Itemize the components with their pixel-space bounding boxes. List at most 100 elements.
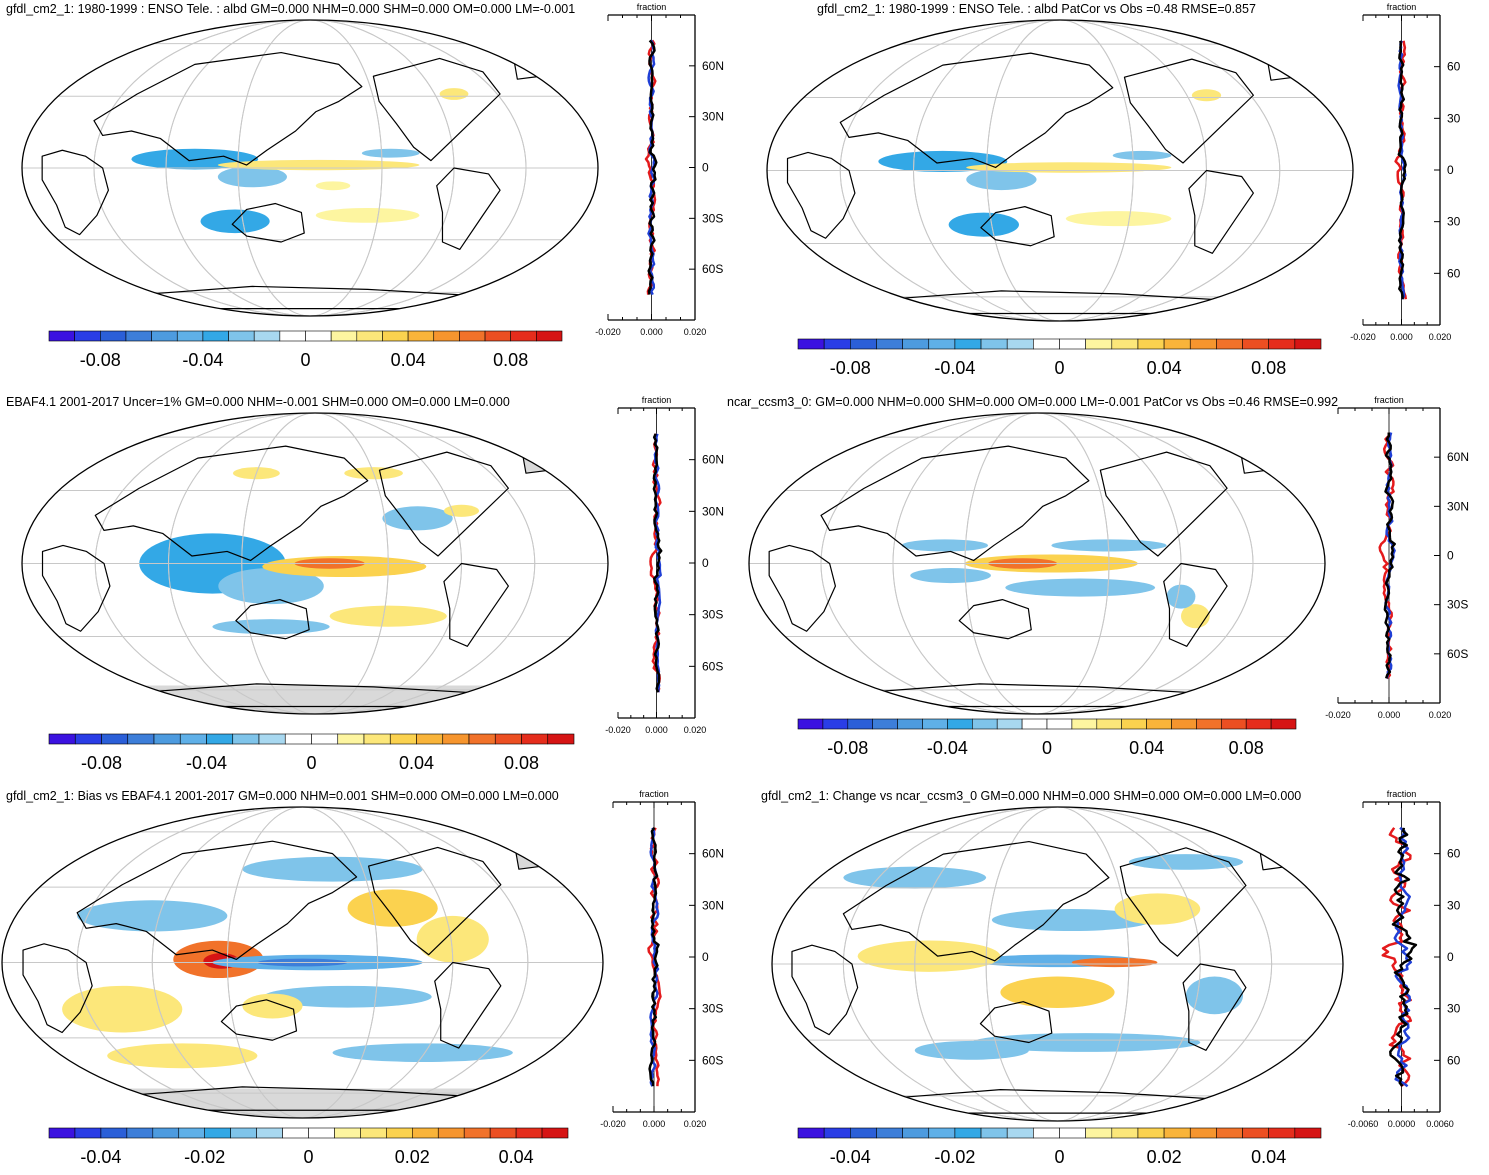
latitude-tick-label: 0 [702,950,709,964]
colorbar-swatch [1171,718,1197,730]
colorbar-swatch [100,1127,128,1139]
colorbar-swatch [48,330,75,342]
colorbar-swatch [1146,718,1172,730]
colorbar-swatch [386,1127,413,1139]
map-border [748,412,1326,715]
latitude-tick-label: 60S [702,1053,723,1067]
colorbar-tick-label: -0.04 [934,358,975,378]
colorbar-tick-label: 0 [1042,738,1052,758]
axis-header: fraction [1387,789,1417,799]
coastline [235,599,310,640]
colorbar-swatch [980,1127,1008,1139]
mean-zonal-line [647,39,658,295]
panel-6: gfdl_cm2_1: Change vs ncar_ccsm3_0 GM=0.… [745,787,1489,1175]
panel-title: gfdl_cm2_1: 1980-1999 : ENSO Tele. : alb… [817,2,1256,16]
anomaly-patch [332,1043,513,1063]
coastline [76,840,358,960]
axis-header: fraction [1387,2,1417,12]
anomaly-patch [1000,976,1115,1008]
colorbar-tick-label: 0.08 [493,350,528,370]
latitude-tick-label: 30N [702,504,724,518]
coastline [842,840,1110,962]
coastline [958,599,1032,640]
longitude-gridline [237,20,383,316]
anomaly-patch [857,940,1001,972]
longitude-gridline [76,807,529,1118]
world-map [766,19,1354,322]
longitude-gridline [839,20,1281,321]
latitude-tick-label: 60 [1447,266,1461,280]
coastline [93,51,363,166]
colorbar-swatch [176,330,204,342]
latitude-tick-label: 0 [702,556,709,570]
colorbar-swatch [253,330,281,342]
colorbar: -0.04 -0.02 0 0.02 0.04 [797,1127,1322,1167]
coastline [1188,169,1254,254]
map-border [1,806,604,1119]
colorbar-tick-label: -0.08 [827,738,868,758]
coastline [839,52,1114,169]
colorbar-swatch [179,733,207,745]
axis-header: fraction [639,789,669,799]
colorbar-swatch [330,330,358,342]
colorbar-swatch [356,330,383,342]
latitude-tick-label: 60N [1447,450,1469,464]
colorbar-swatch [1196,718,1222,730]
colorbar-swatch [256,1127,283,1139]
coastline [979,1001,1053,1044]
latitude-tick-label: 60N [702,59,724,73]
x-tick-label: 0.020 [1429,332,1452,342]
longitude-gridline [94,413,536,714]
latitude-tick-label: 0 [1447,549,1454,563]
colorbar-tick-label: 0 [306,753,316,773]
colorbar-swatch [1033,338,1060,350]
colorbar-swatch [823,1127,851,1139]
coastline [434,961,502,1049]
colorbar-tick-label: -0.02 [934,1147,975,1167]
colorbar-swatch [1111,1127,1139,1139]
coastline [41,149,110,236]
colorbar-swatch [1270,718,1297,730]
latitude-tick-label: 30 [1447,1002,1461,1016]
axis-header: fraction [642,395,672,405]
colorbar: -0.08 -0.04 0 0.04 0.08 [797,338,1322,378]
colorbar-swatch [1021,718,1048,730]
colorbar-swatch [284,733,312,745]
colorbar-swatch [433,330,460,342]
colorbar-swatch [382,330,409,342]
coastline [231,202,305,243]
panel-title: ncar_ccsm3_0: GM=0.000 NHM=0.000 SHM=0.0… [727,395,1339,409]
anomaly-patch [217,166,287,188]
colorbar-swatch [1137,1127,1165,1139]
colorbar-swatch [954,338,982,350]
coastline [980,206,1055,247]
mean-zonal-line [1383,432,1396,679]
colorbar-swatch [334,1127,361,1139]
anomaly-patch [991,909,1152,932]
coastline [22,943,93,1034]
latitude-tick-label: 30N [702,110,724,124]
colorbar-swatch [1189,338,1217,350]
colorbar-swatch [258,733,286,745]
colorbar-tick-label: -0.04 [80,1147,121,1167]
x-tick-label: 0.000 [1378,710,1401,720]
colorbar-swatch [902,338,930,350]
colorbar-swatch [230,1127,257,1139]
colorbar-swatch [547,733,575,745]
colorbar-swatch [48,1127,76,1139]
colorbar-swatch [1245,718,1272,730]
zonal-mean-plot: fraction 60N 30N 0 30S 60S -0.020 0.000 0.020 [600,789,724,1129]
anomaly-patch [382,506,453,531]
colorbar-swatch [407,330,435,342]
colorbar: -0.08 -0.04 0 0.04 0.08 [797,718,1297,758]
latitude-tick-label: 0 [1447,950,1454,964]
latitude-tick-label: 30N [702,898,724,912]
colorbar-swatch [1294,1127,1322,1139]
colorbar-swatch [1121,718,1147,730]
latitude-tick-label: 30S [702,211,723,225]
anomaly-patch [1128,854,1244,870]
mean-zonal-line [1389,827,1418,1087]
colorbar-swatch [1268,338,1296,350]
colorbar-swatch [1220,718,1247,730]
latitude-tick-label: 0 [702,161,709,175]
